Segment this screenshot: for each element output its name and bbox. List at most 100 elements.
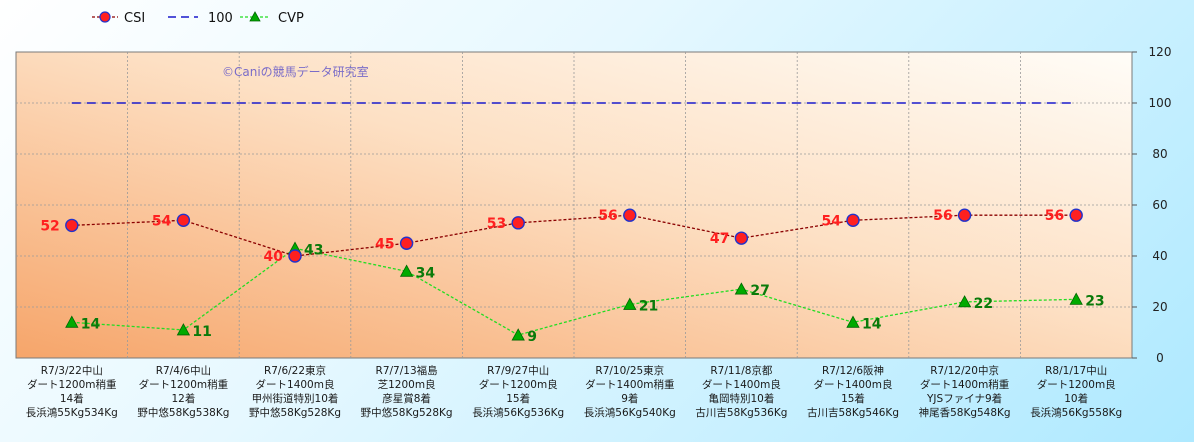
x-category-label-line: 亀岡特別10着	[708, 392, 774, 405]
x-category-label-line: R7/9/27中山	[487, 364, 549, 377]
csi-point	[623, 208, 637, 222]
csi-data-label: 52	[40, 218, 59, 234]
x-category-label-line: ダート1200m良	[1037, 378, 1116, 391]
csi-data-label: 53	[487, 216, 506, 232]
series-csi-line	[71, 214, 1077, 257]
csi-point	[288, 249, 302, 263]
x-category-label-line: R7/6/22東京	[264, 364, 326, 377]
csi-point	[734, 231, 749, 245]
cvp-data-label: 34	[416, 265, 436, 281]
csi-data-label: 40	[264, 249, 284, 265]
csi-point	[65, 218, 79, 233]
x-category-label-line: 古川吉58Kg546Kg	[807, 406, 899, 419]
cvp-data-label: 9	[527, 329, 537, 345]
csi-data-label: 45	[375, 236, 394, 252]
csi-data-label: 54	[152, 213, 172, 229]
x-category-label: R7/7/13福島芝1200m良彦星賞8着野中悠58Kg528Kg	[361, 364, 453, 419]
x-category-label-line: ダート1400m稍重	[920, 378, 1009, 391]
cvp-data-label: 14	[81, 316, 101, 332]
cvp-point	[399, 264, 414, 277]
csi-point	[511, 216, 525, 230]
x-category-label-line: 彦星賞8着	[382, 392, 431, 405]
x-category-label: R7/3/22中山ダート1200m稍重 14着長浜鴻55Kg534Kg	[26, 364, 118, 419]
x-category-label: R7/10/25東京ダート1400m稍重 9着長浜鴻56Kg540Kg	[584, 364, 676, 419]
x-category-label-line: 野中悠58Kg528Kg	[361, 406, 453, 419]
watermark-text: ©Caniの競馬データ研究室	[222, 64, 369, 79]
x-category-label-line: 14着	[60, 392, 84, 405]
y-tick-label: 20	[1152, 300, 1167, 314]
x-category-label-line: 野中悠58Kg538Kg	[137, 406, 229, 419]
x-category-label-line: R7/7/13福島	[376, 364, 438, 377]
y-tick-label: 80	[1152, 147, 1167, 161]
x-category-label-line: 芝1200m良	[378, 378, 436, 391]
x-category-label-line: ダート1400m良	[256, 378, 335, 391]
cvp-point	[511, 328, 525, 341]
csi-data-label: 56	[1045, 208, 1064, 224]
cvp-point	[957, 295, 972, 308]
csi-point	[957, 208, 972, 222]
legend-label: CSI	[124, 11, 145, 26]
x-category-label-line: ダート1400m良	[814, 378, 893, 391]
x-category-label: R7/4/6中山ダート1200m稍重 12着野中悠58Kg538Kg	[137, 364, 229, 419]
cvp-data-label: 22	[974, 296, 993, 312]
x-category-label-line: ダート1200m稍重	[27, 378, 116, 391]
x-category-label: R7/12/6阪神ダート1400m良 15着古川吉58Kg546Kg	[807, 364, 899, 419]
y-tick-label: 60	[1152, 198, 1167, 212]
x-category-label-line: ダート1200m稍重	[139, 378, 228, 391]
x-category-label: R7/6/22東京ダート1400m良甲州街道特別10着野中悠58Kg528Kg	[249, 364, 341, 419]
cvp-point	[846, 315, 860, 328]
x-category-label-line: R7/11/8京都	[710, 364, 773, 377]
x-category-label: R7/12/20中京ダート1400m稍重 YJSファイナ9着神尾香58Kg548K…	[919, 364, 1011, 419]
y-tick-label: 100	[1149, 96, 1172, 110]
y-tick-label: 120	[1149, 45, 1172, 59]
x-category-label: R8/1/17中山ダート1200m良 10着長浜鴻56Kg558Kg	[1030, 364, 1122, 419]
cvp-point	[65, 315, 79, 328]
cvp-data-label: 27	[750, 283, 769, 299]
x-category-label-line: 12着	[171, 392, 195, 405]
csi-data-label: 47	[710, 231, 729, 247]
legend-label: CVP	[278, 11, 304, 26]
x-category-label: R7/9/27中山ダート1200m良 15着長浜鴻56Kg536Kg	[472, 364, 564, 419]
x-category-label-line: 長浜鴻55Kg534Kg	[26, 406, 118, 419]
csi-point	[1069, 208, 1083, 222]
x-category-label-line: 長浜鴻56Kg558Kg	[1030, 406, 1122, 419]
csi-data-label: 54	[822, 213, 842, 229]
csi-point	[399, 236, 414, 250]
x-category-label-line: 長浜鴻56Kg540Kg	[584, 406, 676, 419]
x-category-label-line: R7/12/6阪神	[822, 364, 884, 377]
x-category-label-line: 15着	[506, 392, 530, 405]
x-category-label-line: 神尾香58Kg548Kg	[919, 406, 1011, 419]
cvp-point	[734, 282, 749, 295]
csi-point	[846, 213, 860, 228]
cvp-point	[1069, 292, 1083, 305]
x-category-label-line: R7/3/22中山	[41, 364, 103, 377]
csi-data-label: 56	[598, 208, 617, 224]
x-category-label-line: R7/12/20中京	[930, 364, 999, 377]
x-category-label-line: 10着	[1064, 392, 1088, 405]
x-category-label-line: R8/1/17中山	[1045, 364, 1107, 377]
x-category-label-line: ダート1400m稍重	[585, 378, 674, 391]
legend-label: 100	[208, 11, 233, 26]
cvp-data-label: 21	[639, 298, 658, 314]
x-category-label-line: 9着	[621, 392, 638, 405]
x-category-label-line: R7/4/6中山	[156, 364, 211, 377]
y-tick-label: 0	[1156, 351, 1164, 365]
legend-marker-cvp	[249, 11, 261, 22]
legend-marker-csi	[99, 11, 111, 23]
x-category-label-line: 長浜鴻56Kg536Kg	[472, 406, 564, 419]
x-category-label-line: 15着	[841, 392, 865, 405]
cvp-point	[176, 323, 191, 336]
series-cvp-line	[71, 247, 1077, 336]
x-category-label: R7/11/8京都ダート1400m良亀岡特別10着古川吉58Kg536Kg	[695, 364, 787, 419]
x-category-label-line: YJSファイナ9着	[926, 392, 1002, 405]
cvp-data-label: 23	[1085, 293, 1104, 309]
cvp-data-label: 43	[304, 242, 323, 258]
x-category-label-line: 野中悠58Kg528Kg	[249, 406, 341, 419]
x-category-label-line: ダート1400m良	[702, 378, 781, 391]
cvp-data-label: 14	[862, 316, 882, 332]
cvp-data-label: 11	[192, 324, 211, 340]
x-category-label-line: 古川吉58Kg536Kg	[695, 406, 787, 419]
x-category-label-line: R7/10/25東京	[595, 364, 664, 377]
